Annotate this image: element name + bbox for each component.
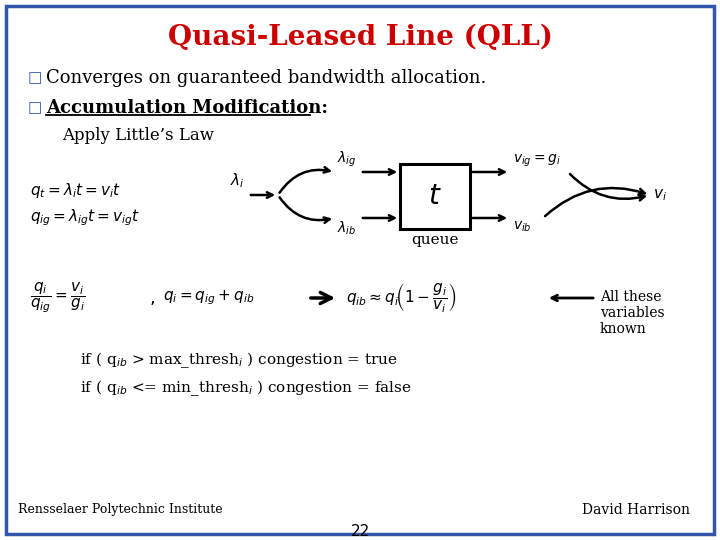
Text: All these
variables
known: All these variables known [600, 290, 665, 336]
Text: Converges on guaranteed bandwidth allocation.: Converges on guaranteed bandwidth alloca… [46, 69, 487, 87]
FancyBboxPatch shape [400, 164, 470, 229]
Text: Accumulation Modification:: Accumulation Modification: [46, 99, 328, 117]
Text: □: □ [28, 100, 42, 116]
Text: $\lambda_{ib}$: $\lambda_{ib}$ [337, 220, 356, 238]
Text: $q_{ib} \approx q_i\!\left(1 - \dfrac{g_i}{v_i}\right)$: $q_{ib} \approx q_i\!\left(1 - \dfrac{g_… [346, 281, 456, 314]
Text: Rensselaer Polytechnic Institute: Rensselaer Polytechnic Institute [18, 503, 222, 516]
Text: $\lambda_i$: $\lambda_i$ [230, 171, 245, 190]
Text: Quasi-Leased Line (QLL): Quasi-Leased Line (QLL) [168, 24, 552, 51]
Text: □: □ [28, 71, 42, 85]
Text: if ( q$_{ib}$ > max_thresh$_i$ ) congestion = true: if ( q$_{ib}$ > max_thresh$_i$ ) congest… [80, 350, 397, 370]
Text: $q_t = \lambda_i t = v_i t$: $q_t = \lambda_i t = v_i t$ [30, 180, 121, 199]
Text: queue: queue [411, 233, 459, 247]
Text: 22: 22 [351, 524, 369, 539]
Text: $t$: $t$ [428, 183, 442, 211]
Text: if ( q$_{ib}$ <= min_thresh$_i$ ) congestion = false: if ( q$_{ib}$ <= min_thresh$_i$ ) conges… [80, 378, 412, 398]
Text: $q_i = q_{ig} + q_{ib}$: $q_i = q_{ig} + q_{ib}$ [163, 289, 254, 307]
Text: $v_{ig} = g_i$: $v_{ig} = g_i$ [513, 153, 561, 169]
Text: $q_{ig} = \lambda_{ig} t = v_{ig} t$: $q_{ig} = \lambda_{ig} t = v_{ig} t$ [30, 208, 140, 228]
Text: Apply Little’s Law: Apply Little’s Law [62, 126, 214, 144]
Text: $\lambda_{ig}$: $\lambda_{ig}$ [337, 150, 356, 169]
Text: $\dfrac{q_i}{q_{ig}} = \dfrac{v_i}{g_i}$: $\dfrac{q_i}{q_{ig}} = \dfrac{v_i}{g_i}$ [30, 281, 86, 315]
Text: David Harrison: David Harrison [582, 503, 690, 517]
Text: $v_i$: $v_i$ [653, 187, 667, 203]
Text: ,: , [150, 289, 156, 307]
Text: $v_{ib}$: $v_{ib}$ [513, 220, 531, 234]
